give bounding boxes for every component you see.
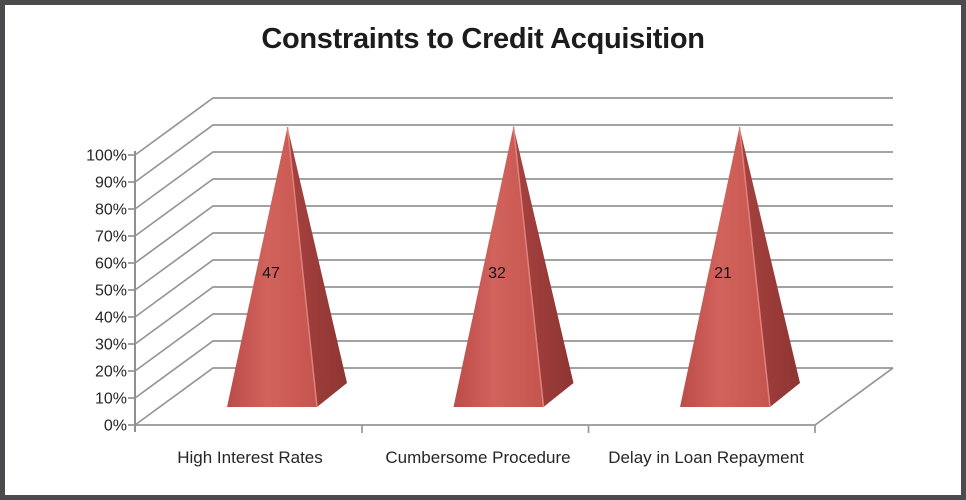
gridlines-group xyxy=(128,97,894,433)
y-axis-label: 10% xyxy=(95,391,127,408)
data-label: 21 xyxy=(714,265,732,282)
y-axis-label: 30% xyxy=(95,337,127,354)
data-label: 47 xyxy=(262,265,280,282)
pyramid-side-face xyxy=(287,127,347,407)
y-axis-labels: 0% 10% 20% 30% 40% 50% 60% 70% 80% 90% 1… xyxy=(86,148,127,435)
x-axis-labels: High Interest Rates Cumbersome Procedure… xyxy=(177,448,804,467)
pyramid-edge-highlight xyxy=(738,126,771,408)
y-axis-label: 100% xyxy=(86,148,127,165)
x-axis-label: Cumbersome Procedure xyxy=(385,448,570,467)
pyramid-side-face xyxy=(739,127,800,407)
data-label: 32 xyxy=(488,265,506,282)
pyramid-side-face xyxy=(513,126,574,407)
y-axis-label: 40% xyxy=(95,310,127,327)
pyramid-delay-in-loan-repayment: 21 xyxy=(680,126,800,408)
pyramid-high-interest-rates: 47 xyxy=(227,126,347,408)
y-axis-label: 60% xyxy=(95,256,127,273)
pyramid-cumbersome-procedure: 32 xyxy=(453,126,574,408)
y-axis-label: 70% xyxy=(95,229,127,246)
y-axis-label: 50% xyxy=(95,283,127,300)
y-axis-label: 80% xyxy=(95,202,127,219)
pyramid-edge-highlight xyxy=(286,126,318,408)
chart-title: Constraints to Credit Acquisition xyxy=(261,23,704,55)
y-axis-label: 20% xyxy=(95,364,127,381)
pyramid-front-face xyxy=(680,127,770,407)
y-axis-label: 0% xyxy=(104,418,127,435)
y-axis-label: 90% xyxy=(95,175,127,192)
pyramid-edge-highlight xyxy=(512,126,545,408)
x-axis-label: High Interest Rates xyxy=(177,448,323,467)
category-axis-ticks xyxy=(361,425,816,433)
x-axis-label: Delay in Loan Repayment xyxy=(608,448,804,467)
